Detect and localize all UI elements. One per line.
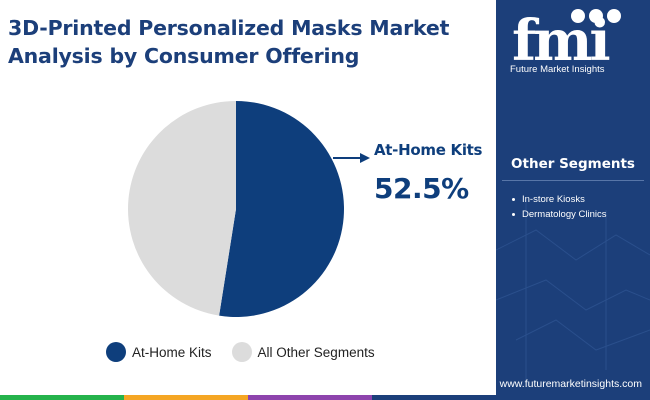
- other-segments-list: In-store Kiosks Dermatology Clinics: [512, 192, 606, 222]
- bottom-bar-segment: [124, 395, 248, 400]
- callout-arrow: [333, 153, 370, 163]
- sidebar-panel: fmi Future Market Insights Other Segment…: [496, 0, 650, 400]
- sidebar-decoration: [496, 200, 650, 380]
- legend-swatch-at-home-kits: [106, 342, 126, 362]
- pie-chart: [127, 101, 370, 317]
- logo-company-name: Future Market Insights: [510, 64, 605, 75]
- callout-label: At-Home Kits: [374, 141, 483, 159]
- legend-item-at-home-kits: At-Home Kits: [106, 342, 212, 362]
- bottom-bar-segment: [0, 395, 124, 400]
- pie-slice-all-other-segments: [127, 101, 236, 316]
- fmi-logo: fmi: [512, 8, 621, 74]
- other-segment-item: Dermatology Clinics: [512, 207, 606, 222]
- callout-value: 52.5%: [374, 172, 469, 205]
- website-url: www.futuremarketinsights.com: [499, 378, 642, 390]
- chart-title-line-1: 3D-Printed Personalized Masks Market: [8, 16, 450, 40]
- legend-label-all-other-segments: All Other Segments: [257, 344, 375, 360]
- pie-slices: [127, 101, 344, 317]
- other-segment-item: In-store Kiosks: [512, 192, 606, 207]
- chart-legend: At-Home Kits All Other Segments: [106, 341, 395, 363]
- other-segments-divider: [502, 180, 644, 181]
- bottom-color-bar: [0, 395, 496, 400]
- chart-title-line-2: Analysis by Consumer Offering: [8, 44, 360, 68]
- chart-title: 3D-Printed Personalized Masks Market Ana…: [8, 14, 488, 70]
- pie-slice-at-home-kits: [219, 101, 344, 317]
- legend-item-all-other-segments: All Other Segments: [231, 342, 375, 362]
- other-segments-title: Other Segments: [511, 156, 635, 172]
- legend-label-at-home-kits: At-Home Kits: [132, 344, 212, 360]
- bottom-bar-segment: [248, 395, 372, 400]
- legend-swatch-all-other-segments: [231, 342, 252, 362]
- bottom-bar-segment: [372, 395, 496, 400]
